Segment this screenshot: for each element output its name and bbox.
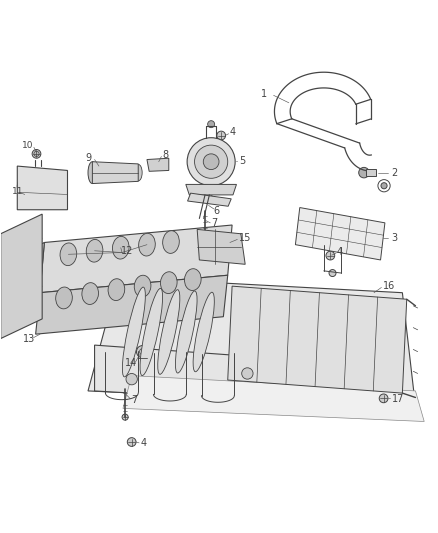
Circle shape <box>4 284 21 302</box>
Polygon shape <box>197 229 245 264</box>
Circle shape <box>122 414 128 420</box>
Circle shape <box>208 120 215 128</box>
Text: 7: 7 <box>132 394 138 405</box>
Circle shape <box>34 151 39 157</box>
Circle shape <box>32 149 41 158</box>
Polygon shape <box>187 193 231 206</box>
Ellipse shape <box>86 239 103 262</box>
Text: 4: 4 <box>230 127 236 138</box>
Ellipse shape <box>193 292 214 372</box>
Ellipse shape <box>160 272 177 294</box>
Circle shape <box>194 145 228 179</box>
Text: 3: 3 <box>392 233 398 243</box>
Text: 9: 9 <box>86 153 92 163</box>
Ellipse shape <box>88 161 97 183</box>
Circle shape <box>242 368 253 379</box>
Text: 12: 12 <box>121 246 133 256</box>
Text: 7: 7 <box>212 218 218 228</box>
Polygon shape <box>123 376 424 422</box>
Ellipse shape <box>139 233 155 256</box>
Text: 1: 1 <box>261 89 267 99</box>
Text: 16: 16 <box>383 281 395 291</box>
Circle shape <box>359 167 369 178</box>
Polygon shape <box>186 184 237 195</box>
Circle shape <box>202 237 208 243</box>
Ellipse shape <box>162 231 179 253</box>
Circle shape <box>126 374 138 385</box>
Ellipse shape <box>82 282 99 304</box>
Polygon shape <box>295 207 385 260</box>
Text: 6: 6 <box>214 206 220 216</box>
Circle shape <box>17 174 42 199</box>
Text: 14: 14 <box>125 358 138 368</box>
Text: 10: 10 <box>21 141 33 150</box>
Circle shape <box>326 251 335 260</box>
Polygon shape <box>40 225 232 293</box>
Text: 2: 2 <box>392 168 398 177</box>
Circle shape <box>127 438 136 446</box>
Polygon shape <box>147 158 169 171</box>
Circle shape <box>22 180 36 193</box>
Polygon shape <box>88 277 416 406</box>
Polygon shape <box>35 275 228 334</box>
Polygon shape <box>366 169 376 176</box>
Text: 11: 11 <box>12 187 23 196</box>
Polygon shape <box>228 286 407 393</box>
Ellipse shape <box>122 287 145 377</box>
Ellipse shape <box>60 243 77 265</box>
Ellipse shape <box>184 269 201 290</box>
Text: 5: 5 <box>240 156 246 166</box>
Ellipse shape <box>176 291 197 373</box>
Text: 4: 4 <box>141 438 147 448</box>
Polygon shape <box>95 345 245 400</box>
Polygon shape <box>1 214 42 338</box>
Circle shape <box>150 160 161 171</box>
Text: 4: 4 <box>337 247 343 257</box>
Text: 15: 15 <box>239 233 251 243</box>
Polygon shape <box>1 243 44 314</box>
Ellipse shape <box>134 164 142 181</box>
Text: 17: 17 <box>392 394 404 404</box>
Circle shape <box>2 256 24 277</box>
Circle shape <box>187 138 235 185</box>
Ellipse shape <box>108 279 125 301</box>
Ellipse shape <box>134 275 151 297</box>
Ellipse shape <box>140 288 162 376</box>
Ellipse shape <box>113 237 129 259</box>
Circle shape <box>329 270 336 277</box>
Circle shape <box>381 183 387 189</box>
Circle shape <box>379 394 388 403</box>
Ellipse shape <box>158 290 180 374</box>
Polygon shape <box>17 166 67 210</box>
Circle shape <box>45 180 61 196</box>
Ellipse shape <box>56 287 72 309</box>
Circle shape <box>203 154 219 169</box>
Circle shape <box>137 345 149 358</box>
Polygon shape <box>92 161 138 183</box>
Circle shape <box>217 131 226 140</box>
Text: 8: 8 <box>162 150 168 160</box>
Text: 13: 13 <box>22 334 35 344</box>
